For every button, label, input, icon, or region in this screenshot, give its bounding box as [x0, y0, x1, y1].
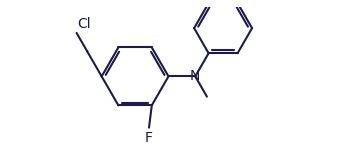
- Text: N: N: [190, 69, 201, 83]
- Text: F: F: [145, 131, 153, 145]
- Text: Cl: Cl: [78, 17, 91, 31]
